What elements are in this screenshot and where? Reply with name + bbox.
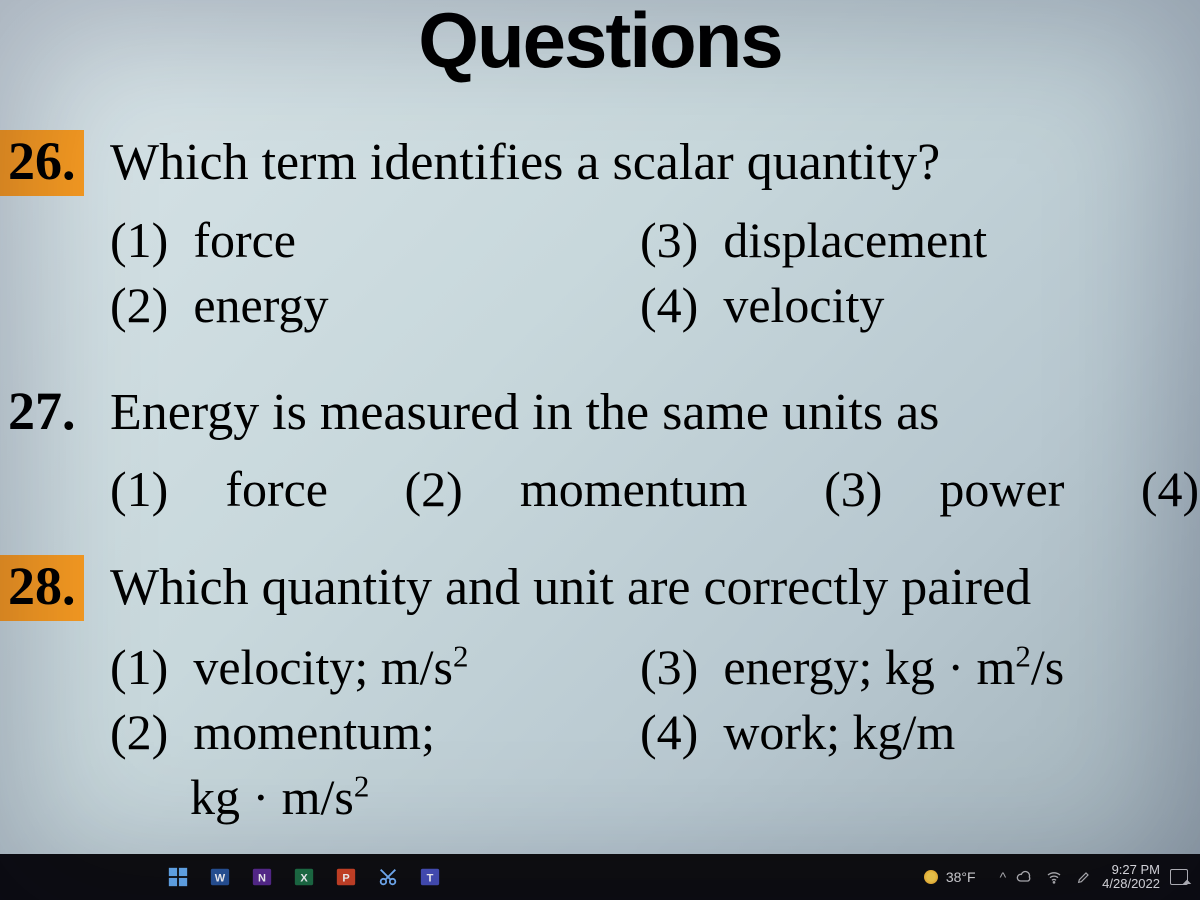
question-text-26: Which term identifies a scalar quantity? bbox=[110, 130, 1200, 195]
q27-option-1: (1) force bbox=[110, 461, 360, 517]
taskbar-weather[interactable]: 38°F bbox=[924, 869, 976, 885]
start-button[interactable] bbox=[160, 861, 196, 893]
onenote-icon[interactable]: N bbox=[244, 861, 280, 893]
svg-text:T: T bbox=[427, 873, 434, 885]
weather-temp: 38°F bbox=[946, 869, 976, 885]
clock-date: 4/28/2022 bbox=[1102, 877, 1160, 891]
q28-option-2-cont: kg · m/s2 bbox=[110, 765, 469, 830]
q28-option-2: (2) momentum; bbox=[110, 700, 469, 765]
powerpoint-icon[interactable]: P bbox=[328, 861, 364, 893]
q27-options-row: (1) force (2) momentum (3) power (4) bbox=[110, 460, 1200, 518]
teams-icon[interactable]: T bbox=[412, 861, 448, 893]
svg-text:P: P bbox=[342, 873, 349, 885]
q27-option-2: (2) momentum bbox=[405, 461, 780, 517]
clock-time: 9:27 PM bbox=[1102, 863, 1160, 877]
question-text-28: Which quantity and unit are correctly pa… bbox=[110, 555, 1200, 620]
svg-text:X: X bbox=[300, 873, 308, 885]
q28-option-1: (1) velocity; m/s2 bbox=[110, 635, 469, 700]
q28-option-4: (4) work; kg/m bbox=[640, 700, 1064, 765]
question-text-27: Energy is measured in the same units as bbox=[110, 380, 1200, 445]
word-icon[interactable]: W bbox=[202, 861, 238, 893]
q26-option-1: (1) force bbox=[110, 208, 328, 273]
question-number-27: 27. bbox=[0, 380, 84, 446]
question-number-28: 28. bbox=[0, 555, 84, 621]
svg-text:W: W bbox=[215, 873, 226, 885]
svg-text:N: N bbox=[258, 873, 266, 885]
wifi-icon[interactable] bbox=[1046, 869, 1062, 885]
ink-icon[interactable] bbox=[1076, 869, 1092, 885]
q26-option-3: (3) displacement bbox=[640, 208, 987, 273]
q28-option-3: (3) energy; kg · m2/s bbox=[640, 635, 1064, 700]
cloud-icon[interactable] bbox=[1016, 869, 1032, 885]
excel-icon[interactable]: X bbox=[286, 861, 322, 893]
page-title: Questions bbox=[418, 0, 781, 86]
q28-opt3-text: energy; kg · m2/s bbox=[723, 639, 1064, 695]
q27-option-4: (4) bbox=[1141, 461, 1200, 517]
q27-option-3: (3) power bbox=[824, 461, 1096, 517]
system-tray[interactable] bbox=[1016, 869, 1092, 885]
question-number-26: 26. bbox=[0, 130, 84, 196]
q26-option-2: (2) energy bbox=[110, 273, 328, 338]
snip-icon[interactable] bbox=[370, 861, 406, 893]
q26-option-4: (4) velocity bbox=[640, 273, 987, 338]
notifications-icon[interactable] bbox=[1170, 869, 1188, 885]
taskbar-clock[interactable]: 9:27 PM 4/28/2022 bbox=[1102, 863, 1160, 892]
q28-opt1-text: velocity; m/s2 bbox=[193, 639, 468, 695]
tray-expand-icon[interactable]: ^ bbox=[1000, 869, 1007, 885]
windows-taskbar[interactable]: W N X P T 38°F ^ bbox=[0, 854, 1200, 900]
taskbar-pinned-apps: W N X P T bbox=[0, 861, 448, 893]
sun-icon bbox=[924, 870, 938, 884]
